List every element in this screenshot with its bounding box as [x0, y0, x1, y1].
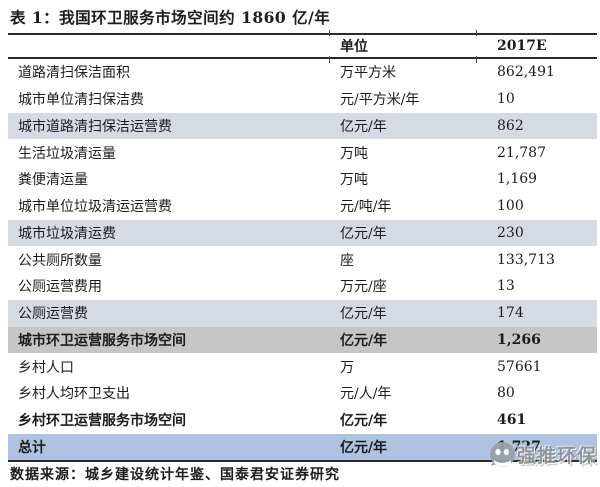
data-source-note: 数据来源：城乡建设统计年鉴、国泰君安证券研究	[10, 467, 340, 483]
table-row: 城市道路清扫保洁运营费 亿元/年 862	[8, 112, 597, 140]
row-unit: 元/平方米/年	[340, 92, 420, 109]
row-value: 862	[497, 117, 524, 134]
row-unit: 元/人/年	[340, 386, 392, 403]
table-body: 道路清扫保洁面积 万平方米 862,491 城市单位清扫保洁费 元/平方米/年 10 城市道…	[8, 59, 597, 461]
row-value: 100	[497, 198, 524, 215]
row-value: 1,266	[497, 331, 541, 348]
row-label: 城市环卫运营服务市场空间	[18, 332, 186, 349]
row-label: 总计	[18, 439, 46, 456]
row-label: 公共厕所数量	[18, 252, 102, 269]
row-unit: 万吨	[340, 145, 368, 162]
column-divider-tick	[329, 56, 330, 63]
row-value: 230	[497, 224, 524, 241]
table-row: 城市单位垃圾清运运营费 元/吨/年 100	[8, 193, 597, 220]
row-unit: 亿元/年	[340, 332, 388, 349]
column-divider-tick	[329, 30, 330, 36]
row-label: 公厕运营费用	[18, 279, 102, 296]
row-value: 862,491	[497, 64, 555, 81]
row-value: 13	[497, 278, 515, 295]
row-unit: 座	[340, 252, 354, 269]
table-row: 公厕运营费 亿元/年 174	[8, 299, 597, 327]
row-label: 城市单位清扫保洁费	[18, 92, 144, 109]
row-label: 道路清扫保洁面积	[18, 65, 130, 82]
row-unit: 万	[340, 359, 354, 376]
row-unit: 万吨	[340, 172, 368, 189]
row-unit: 亿元/年	[340, 225, 387, 242]
column-divider-tick	[476, 30, 477, 36]
row-value: 21,787	[497, 144, 546, 161]
table-row: 总计 亿元/年 1,727	[8, 433, 597, 461]
row-label: 生活垃圾清运量	[18, 145, 116, 162]
row-value: 10	[497, 91, 515, 108]
table-title: 表 1：我国环卫服务市场空间约 1860 亿/年	[10, 8, 331, 27]
row-value: 57661	[497, 358, 542, 375]
row-unit: 万元/座	[340, 279, 387, 296]
table-row: 生活垃圾清运量 万吨 21,787	[8, 139, 597, 166]
row-label: 城市单位垃圾清运运营费	[18, 199, 172, 216]
row-label: 乡村环卫运营服务市场空间	[18, 413, 186, 430]
row-unit: 万平方米	[340, 65, 396, 82]
row-value: 133,713	[497, 251, 555, 268]
row-label: 城市道路清扫保洁运营费	[18, 118, 172, 135]
column-divider-tick	[476, 56, 477, 63]
table-row: 公共厕所数量 座 133,713	[8, 246, 597, 273]
table-header-row: 单位 2017E	[8, 30, 597, 63]
table-row: 城市环卫运营服务市场空间 亿元/年 1,266	[8, 326, 597, 354]
row-label: 粪便清运量	[18, 172, 88, 189]
row-unit: 亿元/年	[340, 439, 388, 456]
table-row: 粪便清运量 万吨 1,169	[8, 166, 597, 193]
row-unit: 亿元/年	[340, 413, 388, 430]
row-value: 80	[497, 385, 515, 402]
row-unit: 元/吨/年	[340, 199, 392, 216]
header-year-cell: 2017E	[497, 38, 547, 54]
row-value: 174	[497, 305, 524, 322]
table-row: 城市单位清扫保洁费 元/平方米/年 10	[8, 86, 597, 113]
row-unit: 亿元/年	[340, 306, 387, 323]
row-value: 1,169	[497, 171, 538, 188]
row-label: 公厕运营费	[18, 306, 88, 323]
row-label: 乡村人口	[18, 359, 74, 376]
row-value: 1,727	[497, 438, 541, 455]
row-label: 城市垃圾清运费	[18, 225, 116, 242]
table-row: 乡村人口 万 57661	[8, 353, 597, 380]
table-row: 城市垃圾清运费 亿元/年 230	[8, 219, 597, 247]
table-row: 乡村人均环卫支出 元/人/年 80	[8, 380, 597, 407]
row-unit: 亿元/年	[340, 118, 387, 135]
market-size-table: 单位 2017E 道路清扫保洁面积 万平方米 862,491 城市单位清扫保洁费 元/平…	[8, 30, 597, 463]
header-unit-cell: 单位	[340, 39, 368, 55]
row-value: 461	[497, 412, 527, 429]
table-row: 乡村环卫运营服务市场空间 亿元/年 461	[8, 407, 597, 434]
row-label: 乡村人均环卫支出	[18, 386, 130, 403]
table-row: 道路清扫保洁面积 万平方米 862,491	[8, 59, 597, 86]
table-row: 公厕运营费用 万元/座 13	[8, 273, 597, 300]
